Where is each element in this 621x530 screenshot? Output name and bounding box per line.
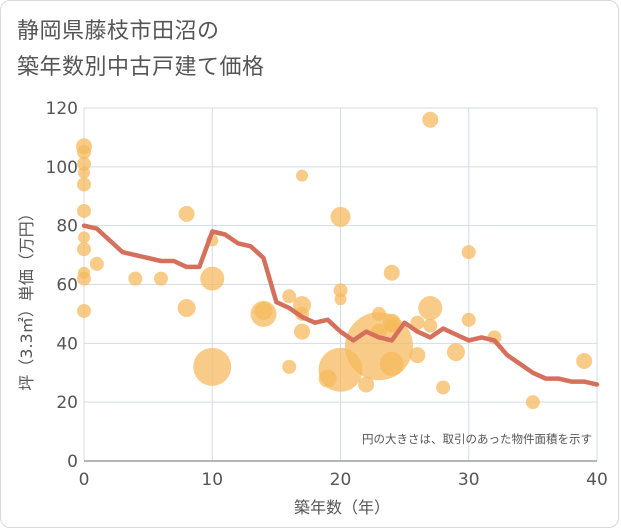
bubble-point-10 [77,303,91,318]
bubble-point-38 [384,318,399,333]
bubble-point-7 [77,242,91,257]
bubble-point-43 [418,296,443,321]
x-tick-label: 10 [201,470,223,490]
chart-title: 静岡県藤枝市田沼の 築年数別中古戸建て価格 [17,19,265,80]
bubble-point-47 [461,245,476,260]
y-tick-label: 100 [46,158,78,178]
bubble-point-51 [576,352,593,369]
bubble-point-48 [461,312,476,327]
y-tick-label: 60 [56,276,78,296]
bubble-point-45 [436,380,451,395]
bubble-point-40 [410,315,425,330]
y-tick-label: 20 [56,393,78,413]
bubble-point-32 [358,376,375,393]
bubble-point-18 [193,347,232,386]
bubble-point-21 [282,289,297,304]
bubble-point-13 [153,271,168,286]
bubble-point-23 [296,169,309,182]
bubble-point-50 [525,395,540,410]
bubble-point-12 [128,271,143,286]
y-axis-label: 坪（3.3㎡）単価（万円） [17,205,36,390]
y-tick-label: 120 [46,99,78,119]
x-tick-label: 20 [330,470,352,490]
average-price-line [81,223,600,387]
bubble-layer [76,111,593,410]
y-tick-label: 40 [56,334,78,354]
x-tick-label: 30 [458,470,480,490]
bubble-point-30 [334,293,347,306]
x-tick-label: 0 [79,470,90,490]
bubble-point-42 [422,111,439,128]
bubble-point-28 [330,206,351,227]
y-tick-label: 80 [56,217,78,237]
bubble-point-22 [282,359,297,374]
bubble-point-2 [77,156,91,171]
bubble-point-41 [409,347,426,364]
bubble-point-26 [294,323,311,340]
bubble-point-1 [77,145,91,160]
axes: 0 20 40 60 80 100 120 0 10 20 30 40 [46,99,608,490]
bubble-point-14 [178,205,195,222]
size-note: 円の大きさは、取引のあった物件面積を示す [362,432,592,446]
trend-line-layer [81,223,600,387]
bubble-point-11 [89,256,104,271]
bubble-point-29 [333,283,348,298]
bubble-point-46 [446,343,465,362]
y-tick-label: 0 [67,452,78,472]
bubble-point-15 [177,299,196,318]
bubble-point-3 [78,166,90,179]
bubble-point-17 [200,266,225,291]
bubble-point-44 [423,318,438,333]
bubble-point-4 [77,177,91,192]
bubble-point-36 [383,264,400,281]
bubble-point-6 [78,231,90,244]
x-tick-label: 40 [586,470,608,490]
bubble-point-39 [379,351,404,376]
bubble-point-9 [77,271,91,286]
x-axis-label: 築年数（年） [294,498,390,517]
bubble-point-5 [77,203,91,218]
bubble-point-20 [250,300,277,327]
